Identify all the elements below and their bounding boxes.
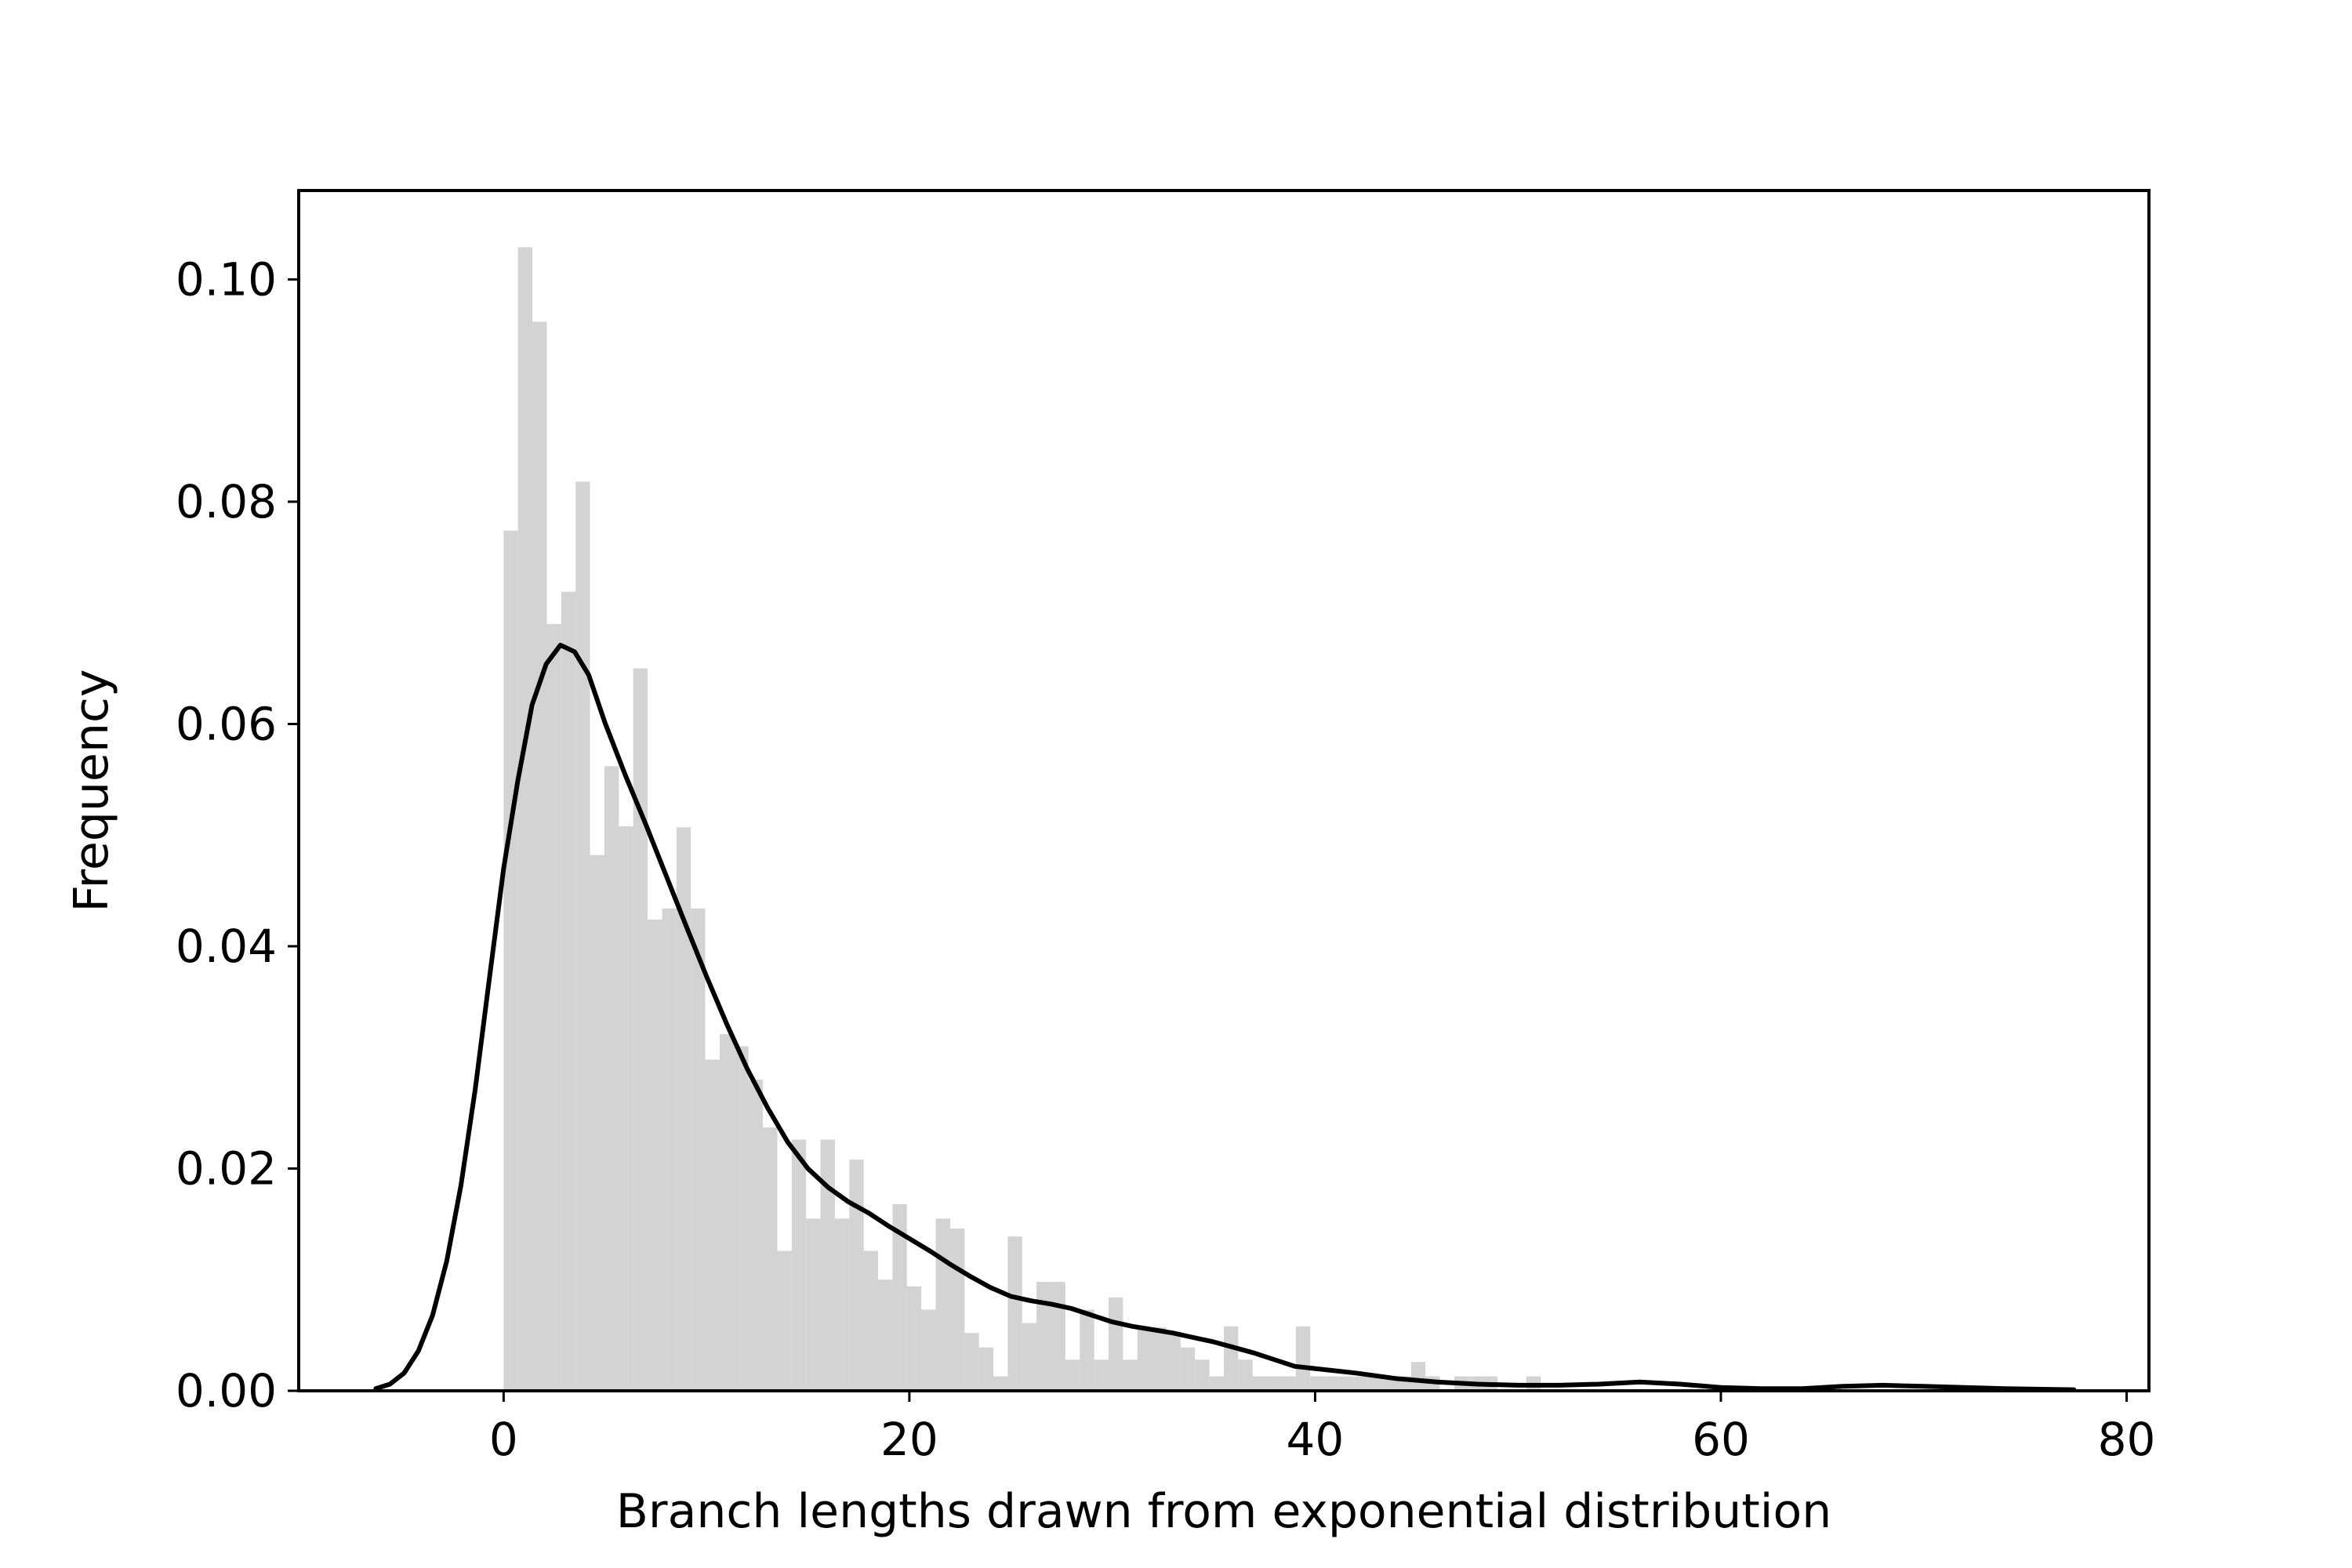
histogram-bar [1051, 1282, 1065, 1391]
histogram-bar [1209, 1376, 1224, 1391]
histogram-bar [705, 1059, 720, 1391]
kde-curve [373, 642, 2077, 1392]
histogram-bar [964, 1333, 979, 1391]
histogram-bar [863, 1250, 879, 1391]
histogram-bar [878, 1279, 893, 1391]
x-tick-label: 60 [1692, 1413, 1750, 1466]
histogram-bar [1123, 1359, 1138, 1391]
histogram-bar [748, 1080, 764, 1391]
histogram-bar [1224, 1326, 1239, 1391]
histogram-bar [1338, 1376, 1354, 1391]
histogram-bar [575, 481, 590, 1392]
histogram-bar [619, 826, 633, 1391]
y-tick-label: 0.06 [176, 697, 277, 750]
histogram-bar [532, 321, 547, 1392]
x-tick-label: 40 [1287, 1413, 1345, 1466]
histogram-bar [1065, 1359, 1080, 1391]
histogram-bar [1109, 1297, 1123, 1391]
histogram-bar [1152, 1327, 1167, 1391]
x-axis-label: Branch lengths drawn from exponential di… [616, 1484, 1831, 1539]
histogram-bar [676, 827, 691, 1391]
histogram-bars [503, 247, 1541, 1392]
histogram-bar [1367, 1376, 1383, 1391]
histogram-bar [834, 1218, 850, 1391]
histogram-bar [1022, 1323, 1037, 1391]
histogram-bar [719, 1033, 735, 1391]
plot-frame [297, 189, 2151, 1392]
histogram-bar [691, 908, 706, 1391]
histogram-bar [1281, 1376, 1296, 1391]
histogram-bar [806, 1218, 821, 1391]
x-tick-label: 0 [489, 1413, 518, 1466]
y-axis-label: Frequency [64, 670, 119, 913]
histogram-bar [1324, 1376, 1339, 1391]
histogram-bar [849, 1160, 864, 1391]
histogram-bar [1267, 1376, 1282, 1391]
histogram-bar [1094, 1359, 1109, 1391]
histogram-bar [517, 247, 533, 1391]
histogram-bar [921, 1309, 936, 1391]
histogram-bar [734, 1046, 749, 1391]
histogram-bar [648, 919, 662, 1391]
x-axis-ticks: 0 20 40 60 80 [489, 1391, 2156, 1466]
x-tick-label: 80 [2098, 1413, 2156, 1466]
histogram-bar [1180, 1347, 1196, 1391]
histogram-bar [935, 1218, 950, 1391]
histogram-bar [604, 766, 619, 1391]
histogram-bar [503, 530, 518, 1391]
y-tick-label: 0.08 [176, 475, 277, 528]
histogram-bar [777, 1250, 792, 1391]
histogram-bar [561, 591, 576, 1391]
histogram-bar [1295, 1326, 1311, 1391]
y-tick-label: 0.10 [176, 252, 277, 306]
histogram-bar [820, 1139, 835, 1391]
histogram-bar [1410, 1362, 1426, 1391]
histogram-bar [633, 668, 648, 1391]
histogram-bar [1353, 1376, 1368, 1391]
histogram-bar [1137, 1327, 1152, 1391]
y-axis-ticks: 0.00 0.02 0.04 0.06 0.08 0.10 [176, 252, 299, 1417]
y-tick-label: 0.04 [176, 920, 277, 973]
histogram-bar [662, 908, 677, 1391]
histogram-bar [1007, 1236, 1022, 1391]
x-tick-label: 20 [880, 1413, 938, 1466]
histogram-bar [546, 623, 561, 1391]
histogram-bar [1310, 1376, 1325, 1391]
histogram-bar [1166, 1333, 1181, 1391]
histogram-bar [978, 1347, 994, 1391]
histogram-bar [1080, 1309, 1094, 1391]
histogram-bar [1036, 1282, 1051, 1391]
histogram-bar [949, 1229, 965, 1391]
histogram-bar [1252, 1376, 1268, 1391]
histogram-bar [763, 1127, 778, 1391]
histogram-bar [1238, 1359, 1253, 1391]
histogram-bar [993, 1376, 1008, 1391]
y-tick-label: 0.02 [176, 1142, 277, 1195]
histogram-bar [906, 1286, 922, 1391]
histogram-bar [590, 855, 604, 1391]
histogram-bar [892, 1203, 907, 1391]
y-tick-label: 0.00 [176, 1364, 277, 1417]
histogram-bar [1195, 1359, 1210, 1391]
histogram-bar [791, 1139, 807, 1391]
